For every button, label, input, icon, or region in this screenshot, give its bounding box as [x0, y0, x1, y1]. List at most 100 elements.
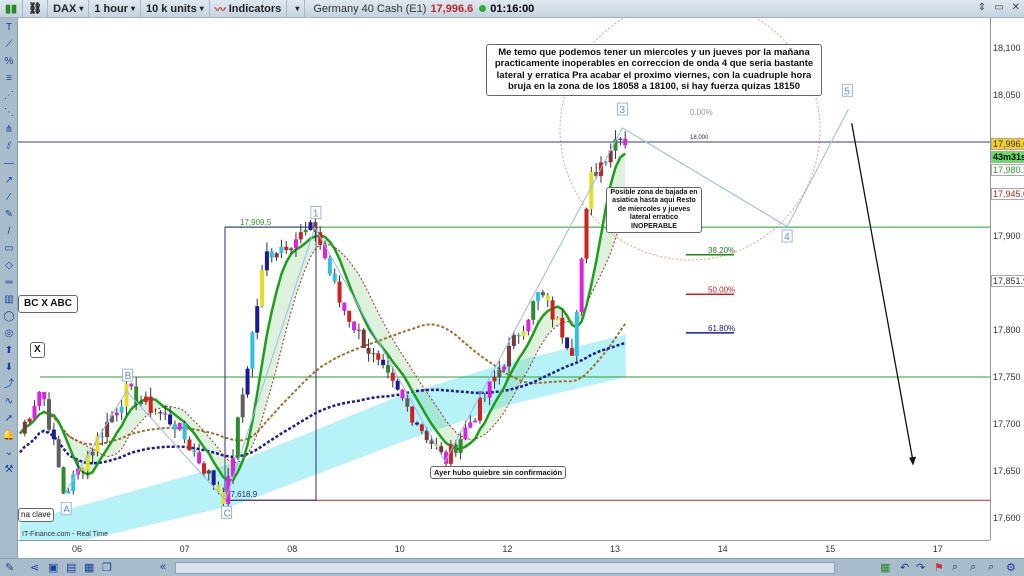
fib-icon[interactable]: ≡: [6, 73, 12, 84]
arrow-down-icon[interactable]: ⬇: [4, 362, 14, 373]
symbol-select[interactable]: DAX ▾: [48, 0, 90, 18]
fib-fan-icon[interactable]: ⋰: [4, 90, 14, 101]
link-icon[interactable]: ⛓: [23, 0, 49, 18]
date-tick-label: 06: [72, 544, 83, 554]
date-tick-label: 07: [179, 544, 190, 554]
candle-body: [613, 139, 618, 151]
units-select[interactable]: 10 k units ▾: [141, 0, 210, 18]
close-icon[interactable]: ✕: [1011, 2, 1020, 13]
zoom-in-icon[interactable]: ⌕: [988, 561, 995, 573]
brush-icon[interactable]: ∕: [8, 192, 10, 203]
candle-body: [250, 332, 255, 369]
candle-body: [487, 381, 492, 398]
layout-icon[interactable]: ▤: [66, 562, 77, 574]
chevron-down-icon: ▾: [79, 4, 84, 13]
candle-body: [95, 436, 100, 452]
candle-body: [318, 232, 323, 245]
fib-arc-icon[interactable]: ⋱: [4, 107, 14, 118]
wave-label-box: [310, 206, 322, 219]
candle-body: [32, 406, 37, 419]
pen-icon[interactable]: ✎: [4, 209, 14, 220]
price-tick-label: 17,600: [993, 513, 1021, 523]
candle-body: [80, 468, 85, 471]
grid-icon[interactable]: ▦: [84, 562, 95, 574]
target-icon[interactable]: ◎: [4, 328, 14, 339]
hline-icon[interactable]: —: [4, 158, 14, 169]
candle-body: [429, 440, 434, 445]
undo-icon[interactable]: ↶: [900, 562, 910, 574]
chart-type-icon[interactable]: ▮▮: [0, 0, 24, 18]
text-tool-icon[interactable]: T: [5, 22, 13, 33]
candle-body: [269, 251, 274, 258]
zoom-fit-icon[interactable]: ⌕: [952, 561, 959, 573]
candle-body: [555, 317, 560, 320]
wave-label-box: [60, 502, 72, 516]
candle-body: [400, 389, 405, 399]
bottom-toolbar: ✎ ⋖ ▣ ▤ ▦ ❐ « ▦ ↶ ↷ ⚑ ⌕ ⌕ ⌕ ⚙: [0, 558, 1024, 576]
pitchfork-icon[interactable]: ⋔: [4, 124, 14, 135]
indicators-button[interactable]: 〰 Indicators: [210, 0, 288, 18]
minimize-icon[interactable]: ▭: [994, 2, 1004, 13]
chat-icon[interactable]: ▣: [48, 562, 59, 574]
trend-icon[interactable]: ⤴: [4, 379, 14, 390]
level-price-label: 17,945.0: [991, 187, 1024, 200]
pencil-icon[interactable]: ✎: [5, 562, 15, 574]
price-chart[interactable]: 17,909.5 17,618.9 18,000 0.00% 38.20% 50.00% 6…: [18, 18, 990, 540]
rectangle-icon[interactable]: ▭: [4, 243, 14, 254]
units-label: 10 k units: [145, 2, 197, 15]
annotation-zona-clave[interactable]: na clave: [18, 508, 54, 522]
wave-icon[interactable]: ∿: [4, 396, 14, 407]
candle-body: [139, 401, 144, 405]
candle-body: [187, 439, 192, 451]
settings-icon[interactable]: ⚙: [1006, 562, 1016, 574]
share-icon[interactable]: ⋖: [30, 562, 40, 574]
candle-body: [589, 172, 594, 209]
annotation-x[interactable]: X: [30, 342, 45, 358]
alert-icon[interactable]: ⚑: [934, 562, 944, 574]
pin-icon[interactable]: ⇕: [977, 2, 987, 13]
calendar-icon[interactable]: ▦: [880, 562, 891, 574]
candle-body: [453, 444, 458, 453]
more-icon[interactable]: ⌄: [4, 447, 14, 458]
scroll-start-icon[interactable]: «: [160, 561, 167, 573]
top-toolbar: ▮▮ ⛓ DAX ▾ 1 hour ▾ 10 k units ▾ 〰 Indicator…: [0, 0, 1024, 18]
candle-body: [439, 446, 444, 453]
level-label-18000: 18,000: [690, 135, 709, 141]
ellipse-icon[interactable]: ◯: [3, 311, 15, 322]
indicators-dropdown[interactable]: ▾: [287, 0, 306, 18]
candle-body: [458, 439, 463, 453]
fib-label: 0.00%: [690, 108, 713, 117]
annotation-main[interactable]: Me temo que podemos tener un miercoles y…: [486, 44, 822, 96]
arrow-icon[interactable]: ↗: [4, 175, 14, 186]
candle-body: [85, 455, 90, 471]
candle-body: [419, 424, 424, 431]
arrow-up-icon[interactable]: ⬆: [4, 345, 14, 356]
timeframe-select[interactable]: 1 hour ▾: [89, 0, 141, 18]
redo-icon[interactable]: ↷: [916, 562, 926, 574]
candle-body: [90, 451, 95, 456]
time-scrollbar[interactable]: [175, 562, 835, 574]
candle-body: [448, 444, 453, 464]
window-icon[interactable]: ❐: [102, 562, 112, 574]
cursor-icon[interactable]: ➚: [4, 413, 14, 424]
tools-icon[interactable]: ⚒: [4, 464, 14, 475]
annotation-abc[interactable]: BC X ABC: [18, 295, 78, 313]
candle-body: [313, 222, 318, 233]
parallel-icon[interactable]: ═: [5, 277, 13, 288]
candle-body: [550, 300, 555, 320]
annotation-yesterday[interactable]: Ayer hubo quiebre sin confirmación: [430, 466, 567, 479]
candle-body: [444, 452, 449, 464]
percent-icon[interactable]: %: [4, 56, 14, 67]
annotation-zone[interactable]: Posible zona de bajada en asiatica hasta…: [606, 187, 702, 233]
channel-icon[interactable]: ⫽: [6, 141, 12, 152]
zoom-out-icon[interactable]: ⌕: [970, 561, 977, 573]
candle-body: [584, 208, 589, 259]
rotated-rect-icon[interactable]: ◇: [5, 260, 13, 271]
line-icon[interactable]: /: [7, 226, 11, 237]
candle-body: [192, 450, 197, 453]
price-axis[interactable]: 18,100 18,050 17,900 17,800 17,750 17,700 17,6…: [990, 18, 1024, 540]
zone-icon[interactable]: ▥: [4, 294, 14, 305]
bell-icon[interactable]: 🔔: [2, 430, 16, 441]
time-axis[interactable]: 06 07 08 10 12 13 14 15 17: [18, 540, 990, 558]
ruler-icon[interactable]: ⟋: [5, 39, 13, 50]
